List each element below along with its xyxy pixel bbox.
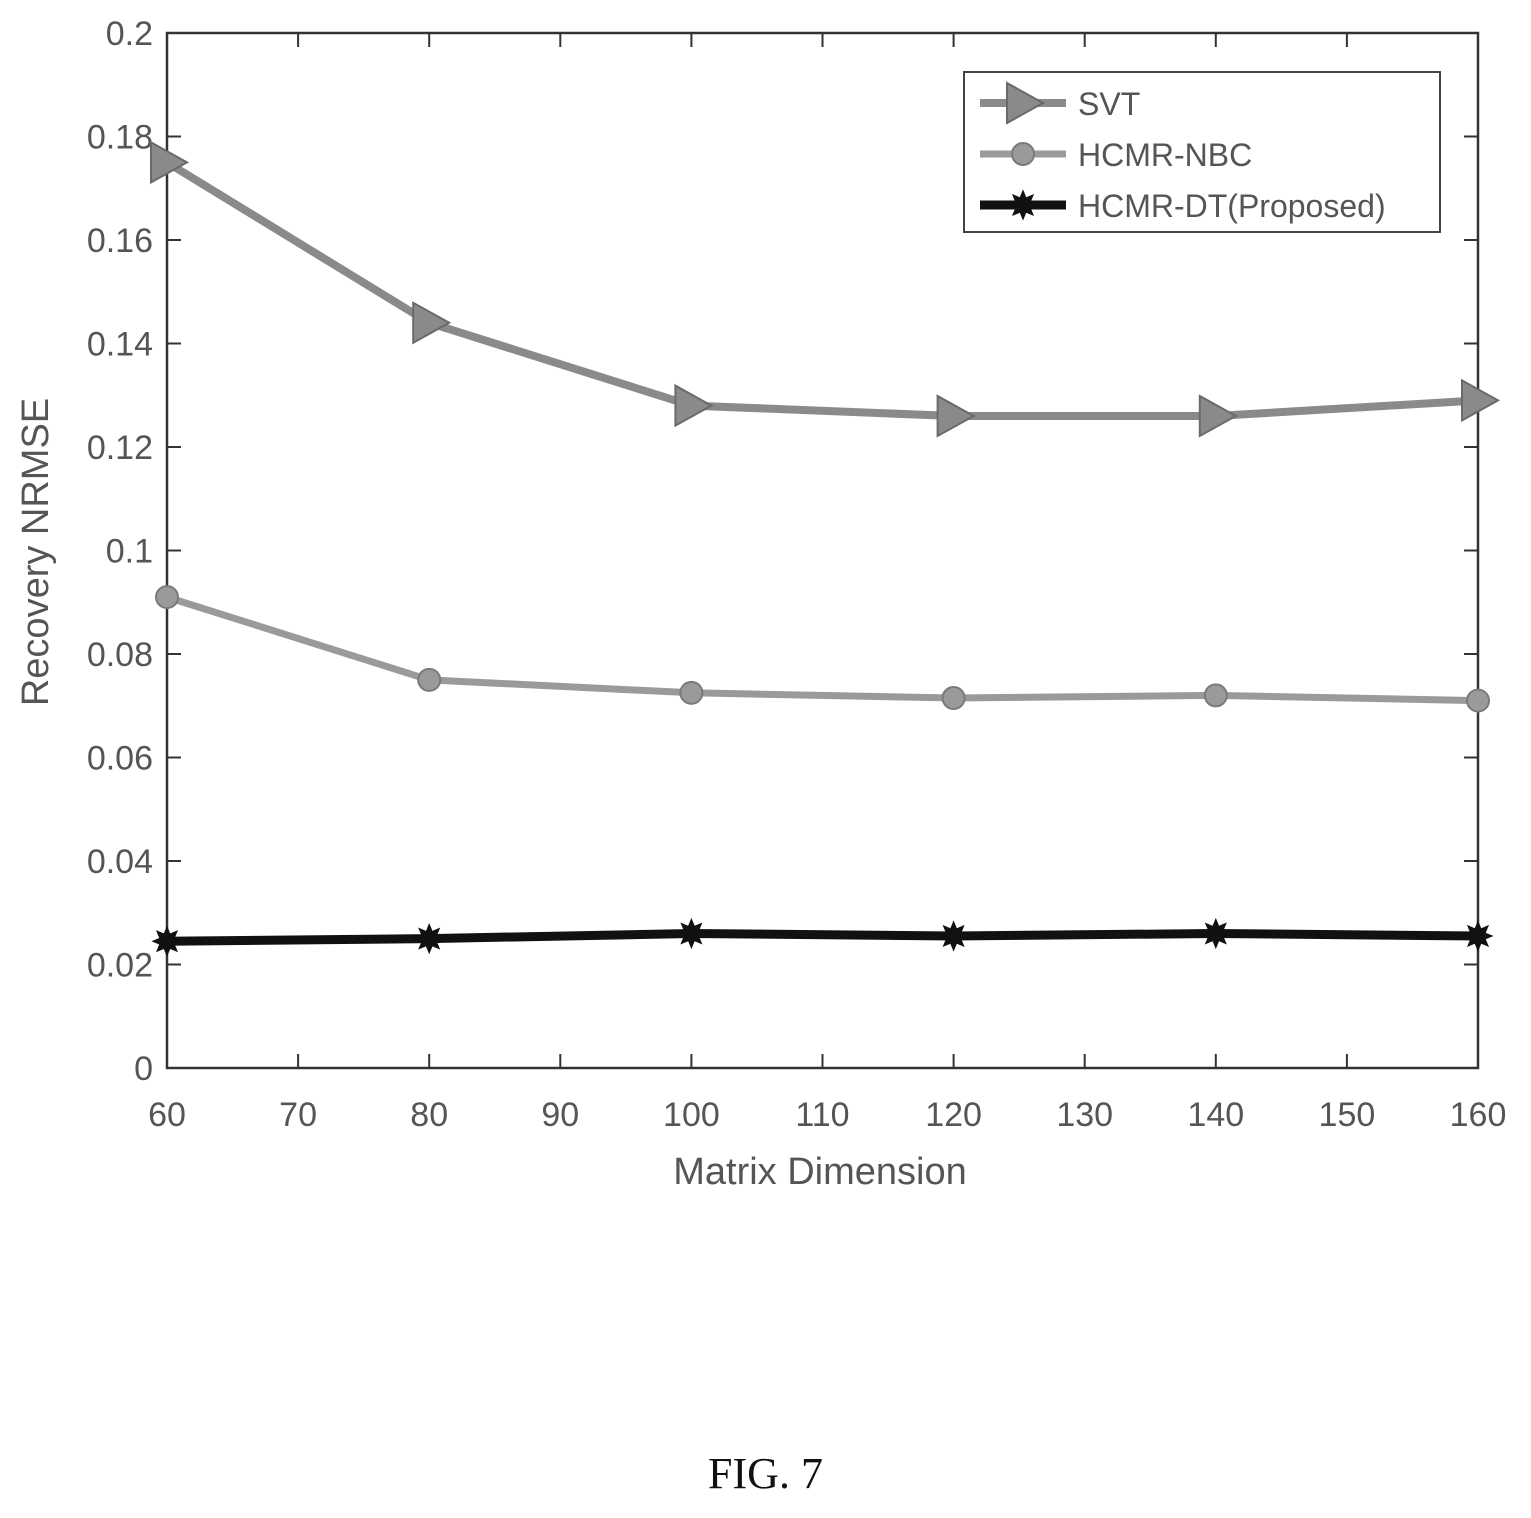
data-point — [941, 685, 966, 710]
data-point — [674, 383, 714, 428]
data-point — [1466, 688, 1490, 713]
figure-caption: FIG. 7 — [708, 1449, 823, 1498]
data-point — [675, 917, 708, 950]
legend-item: HCMR-NBC — [980, 137, 1252, 173]
x-tick-label: 100 — [663, 1096, 720, 1134]
data-point — [937, 920, 970, 952]
y-tick-label: 0.08 — [87, 636, 153, 674]
x-tick-label: 60 — [148, 1096, 186, 1134]
data-point — [1198, 394, 1238, 438]
series-layer — [150, 140, 1501, 957]
legend: SVT HCMR-NBC HCMR-DT(Proposed) — [963, 71, 1441, 233]
series-svt — [150, 140, 1501, 438]
legend-marker — [1007, 189, 1039, 221]
y-tick-label: 0.18 — [87, 119, 153, 157]
x-tick-labels: 60 70 80 90 100 110 120 130 140 150 160 — [148, 1096, 1506, 1134]
y-tick-label: 0.14 — [87, 326, 153, 364]
y-tick-label: 0.04 — [87, 843, 153, 881]
data-point — [151, 925, 183, 957]
y-tick-label: 0 — [134, 1050, 153, 1088]
y-tick-label: 0.16 — [87, 222, 153, 260]
data-point — [413, 922, 445, 955]
x-tick-label: 140 — [1187, 1096, 1244, 1134]
x-axis-label: Matrix Dimension — [673, 1151, 967, 1193]
data-point — [1203, 683, 1228, 708]
series-line — [162, 929, 1483, 946]
x-tick-label: 150 — [1319, 1096, 1376, 1134]
y-tick-label: 0.1 — [106, 533, 153, 571]
x-tick-label: 80 — [410, 1096, 448, 1134]
x-tick-label: 110 — [795, 1096, 849, 1134]
y-tick-labels: 0 0.02 0.04 0.06 0.08 0.1 0.12 0.14 0.16 0.18 0.2 — [87, 15, 153, 1088]
y-tick-label: 0.12 — [87, 429, 153, 467]
series-line — [163, 593, 1482, 705]
tick-marks — [166, 32, 1479, 1069]
data-point — [936, 394, 976, 438]
data-point — [412, 301, 452, 345]
series-hcmr-nbc — [155, 585, 1490, 713]
x-tick-label: 160 — [1450, 1096, 1507, 1134]
y-tick-label: 0.06 — [87, 740, 153, 778]
x-tick-label: 90 — [541, 1096, 579, 1134]
data-point — [679, 680, 704, 705]
series-line — [163, 158, 1482, 420]
x-tick-label: 70 — [279, 1096, 317, 1134]
data-point — [1462, 920, 1494, 952]
legend-item: HCMR-DT(Proposed) — [980, 188, 1386, 224]
data-point — [417, 667, 442, 692]
data-point — [1200, 917, 1232, 950]
legend-label: SVT — [1078, 86, 1140, 122]
y-tick-label: 0.2 — [106, 15, 153, 53]
legend-label: HCMR-DT(Proposed) — [1078, 188, 1386, 224]
data-point — [155, 585, 179, 610]
legend-label: HCMR-NBC — [1078, 137, 1252, 173]
series-hcmr-dt-proposed- — [151, 917, 1494, 957]
data-point — [1461, 378, 1501, 423]
legend-item: SVT — [980, 81, 1140, 125]
data-point — [150, 140, 190, 185]
x-tick-label: 120 — [925, 1096, 982, 1134]
x-tick-label: 130 — [1056, 1096, 1113, 1134]
y-axis-label: Recovery NRMSE — [15, 398, 57, 706]
legend-marker — [1006, 81, 1046, 125]
legend-marker — [1011, 142, 1035, 166]
line-chart: 60 70 80 90 100 110 120 130 140 150 160 00.020.040… — [15, 15, 1506, 1193]
y-tick-label: 0.02 — [87, 947, 153, 985]
